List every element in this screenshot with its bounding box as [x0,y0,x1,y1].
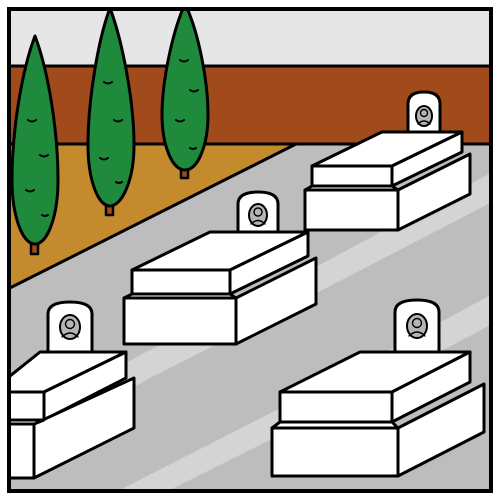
tomb-base [9,422,36,480]
cypress-tree-3 [160,9,210,180]
frame-border [7,7,493,493]
tomb-base [122,296,238,346]
tree-foliage [10,34,60,246]
tomb-base [270,426,400,478]
grave-front-right [270,298,486,478]
soil-strip [9,142,298,291]
cypress-tree-2 [86,9,136,217]
portrait-icon [406,313,428,339]
tree-foliage [86,9,136,208]
portrait-icon [59,314,81,340]
grave-middle [122,190,318,346]
grave-front-left [9,300,136,480]
tomb-base [303,188,400,232]
portrait-icon [248,203,268,227]
grave-back-right [303,90,472,232]
cypress-tree-1 [10,34,60,256]
tree-foliage [160,9,210,172]
